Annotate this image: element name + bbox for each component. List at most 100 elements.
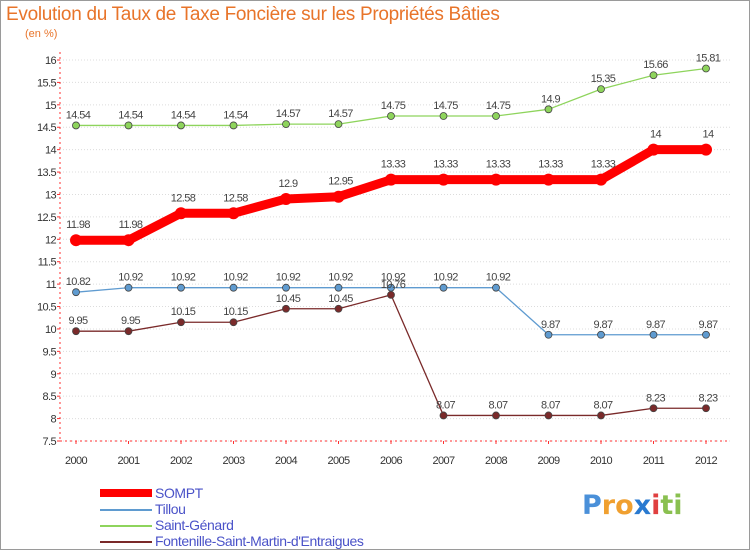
data-label: 8.23 [646, 392, 665, 404]
data-label: 8.07 [593, 399, 612, 411]
legend-swatch-sompt [100, 489, 152, 497]
data-point [334, 120, 343, 128]
y-tick-label: 16 [45, 55, 57, 67]
data-label: 9.95 [68, 315, 87, 327]
data-point [439, 112, 448, 120]
x-tick-label: 2007 [432, 455, 455, 467]
data-point [72, 288, 80, 297]
data-label: 10.92 [381, 272, 406, 284]
data-label: 12.58 [171, 192, 196, 204]
data-label: 13.33 [591, 159, 616, 171]
data-label: 13.33 [381, 159, 406, 171]
y-tick-label: 14 [45, 145, 57, 157]
data-label: 10.92 [433, 272, 458, 284]
data-point [70, 234, 82, 247]
legend-swatch-tillou [100, 509, 152, 511]
data-point [492, 283, 500, 292]
y-tick-label: 7.5 [43, 436, 57, 448]
data-label: 10.15 [171, 306, 196, 318]
data-point [595, 173, 607, 186]
data-label: 13.33 [433, 159, 458, 171]
data-label: 14.54 [66, 109, 91, 121]
y-tick-label: 13 [45, 189, 57, 201]
logo-letter: i [673, 490, 683, 521]
data-point [542, 173, 555, 186]
data-point [334, 304, 343, 313]
y-tick-label: 13.5 [37, 167, 56, 179]
y-tick-label: 10 [45, 324, 57, 336]
x-tick-label: 2009 [537, 455, 560, 467]
data-label: 9.87 [593, 319, 612, 331]
x-tick-label: 2005 [327, 455, 350, 467]
y-tick-label: 14.5 [37, 122, 56, 134]
data-point [700, 143, 712, 156]
legend-label-saint-genard: Saint-Génard [155, 517, 234, 533]
data-label: 14.75 [381, 100, 406, 112]
y-tick-label: 12.5 [37, 212, 56, 224]
x-tick-label: 2004 [275, 455, 298, 467]
data-point [597, 330, 605, 339]
data-label: 10.15 [223, 306, 248, 318]
y-tick-label: 15 [45, 100, 57, 112]
logo-letter: t [660, 490, 674, 521]
data-point [282, 304, 290, 313]
data-label: 14.54 [223, 109, 248, 121]
data-point [280, 192, 292, 205]
data-label: 10.45 [276, 293, 301, 305]
data-label: 9.87 [541, 319, 560, 331]
data-point [72, 327, 80, 336]
data-label: 10.92 [328, 272, 353, 284]
x-tick-label: 2010 [590, 455, 613, 467]
data-point [702, 64, 710, 73]
data-point [385, 173, 397, 186]
data-point [387, 283, 395, 292]
data-label: 9.87 [646, 319, 665, 331]
y-tick-label: 12 [45, 234, 57, 246]
data-point [282, 120, 290, 128]
data-point [124, 283, 133, 292]
data-label: 11.98 [66, 219, 90, 231]
data-point [649, 71, 658, 80]
data-label: 14.9 [541, 93, 560, 105]
data-point [282, 283, 290, 292]
y-tick-label: 11 [46, 279, 57, 291]
legend-swatch-saint-genard [100, 525, 152, 527]
chart-title: Evolution du Taux de Taxe Foncière sur l… [6, 4, 500, 25]
logo-letter: o [615, 490, 634, 521]
y-tick-label: 11.5 [38, 257, 57, 269]
data-label: 15.66 [643, 59, 668, 71]
data-point [544, 105, 553, 114]
x-tick-label: 2001 [117, 455, 140, 467]
data-point [437, 173, 450, 186]
data-point [227, 207, 240, 220]
data-label: 10.45 [328, 293, 353, 305]
legend-label-tillou: Tillou [155, 501, 186, 517]
data-point [597, 411, 605, 420]
data-point [229, 318, 238, 327]
data-label: 9.87 [698, 319, 717, 331]
data-label: 15.35 [591, 73, 616, 85]
data-label: 8.07 [436, 399, 455, 411]
data-label: 13.33 [538, 159, 563, 171]
data-point [229, 121, 238, 130]
data-label: 10.92 [276, 272, 301, 284]
data-label: 10.92 [223, 272, 248, 284]
data-point [490, 173, 502, 186]
data-label: 14.75 [433, 100, 458, 112]
x-tick-label: 2000 [65, 455, 88, 467]
logo-letter: P [582, 490, 602, 521]
data-point [387, 290, 395, 299]
x-tick-label: 2003 [222, 455, 245, 467]
data-point [387, 112, 395, 120]
data-label: 14 [650, 129, 662, 141]
data-label: 12.58 [223, 192, 248, 204]
legend-label-fontenille: Fontenille-Saint-Martin-d'Entraigues [155, 533, 364, 549]
data-label: 10.92 [118, 272, 143, 284]
data-point [177, 121, 185, 130]
logo-letter: r [601, 490, 616, 521]
data-label: 10.92 [171, 272, 196, 284]
data-label: 8.07 [541, 399, 560, 411]
x-tick-label: 2008 [485, 455, 508, 467]
data-point [122, 234, 135, 247]
